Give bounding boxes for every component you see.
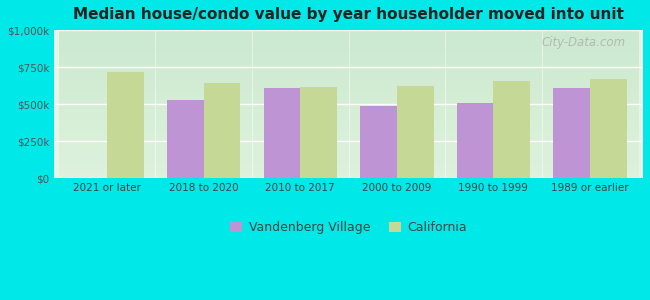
Text: City-Data.com: City-Data.com xyxy=(541,36,625,49)
Bar xyxy=(107,72,144,178)
Bar xyxy=(590,79,627,178)
Bar xyxy=(457,103,493,178)
Title: Median house/condo value by year householder moved into unit: Median house/condo value by year househo… xyxy=(73,7,624,22)
Bar xyxy=(167,100,203,178)
Bar xyxy=(264,88,300,178)
Bar xyxy=(553,88,590,178)
Bar xyxy=(203,83,240,178)
Bar xyxy=(397,85,434,178)
Bar xyxy=(300,87,337,178)
Legend: Vandenberg Village, California: Vandenberg Village, California xyxy=(230,221,467,234)
Bar xyxy=(493,81,530,178)
Bar xyxy=(360,106,397,178)
